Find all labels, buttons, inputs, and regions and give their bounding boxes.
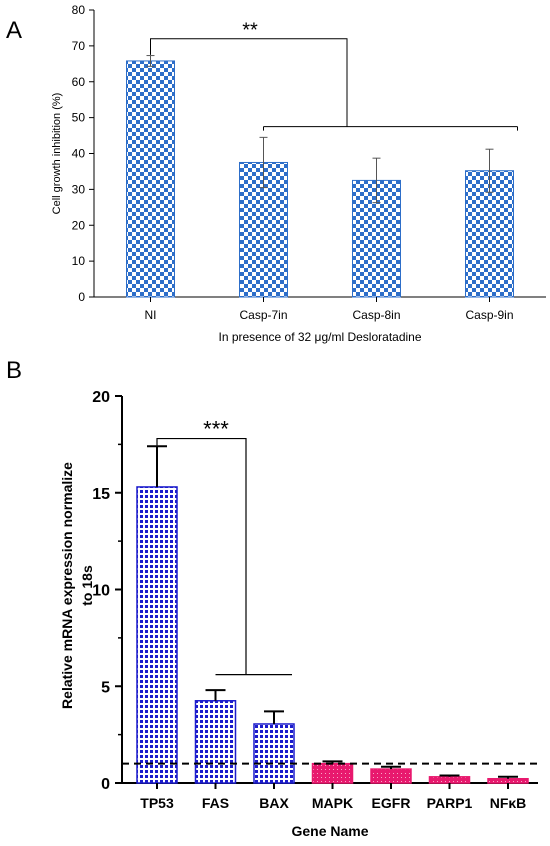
x-axis-label: In presence of 32 μg/ml Desloratadine [218, 330, 421, 344]
bar-egfr [370, 768, 412, 784]
y-axis-label: Cell growth inhibition (%) [51, 93, 63, 215]
y-tick-label: 70 [72, 39, 86, 53]
bar-ni [126, 60, 175, 298]
bar-bax [253, 723, 295, 784]
bar-parp1 [428, 776, 471, 784]
y-tick-label: 50 [72, 111, 86, 125]
y-tick-label: 60 [72, 75, 86, 89]
x-tick-label: NFκB [490, 795, 527, 811]
y-tick-label: 15 [92, 486, 110, 503]
y-tick-label: 10 [92, 583, 110, 600]
bar-mapk [311, 762, 354, 784]
y-tick-label: 20 [72, 218, 86, 232]
x-tick-label: MAPK [312, 795, 353, 811]
y-axis-label: Relative mRNA expression normalize to 18s [59, 462, 95, 709]
significance-bracket [150, 38, 348, 127]
x-axis-label: Gene Name [291, 823, 368, 839]
significance-label: *** [203, 417, 229, 442]
x-tick-label: NI [145, 308, 157, 322]
bar-fas [194, 700, 237, 784]
y-axis-label-line-2: to 18s [79, 565, 95, 606]
x-tick-label: Casp-8in [352, 308, 400, 322]
panel-a-chart: 0 10 20 30 40 50 60 70 80 NI Casp-7in Casp-8in Casp-… [51, 3, 546, 344]
x-tick-label: TP53 [140, 795, 174, 811]
y-tick-label: 10 [72, 254, 86, 268]
x-tick-label: Casp-7in [239, 308, 287, 322]
bar-nfκb [487, 777, 529, 784]
y-tick-label: 0 [78, 290, 85, 304]
y-axis-label-line-1: Relative mRNA expression normalize [59, 462, 75, 709]
y-tick-label: 5 [101, 679, 110, 696]
x-tick-label: FAS [202, 795, 229, 811]
x-tick-label: PARP1 [427, 795, 473, 811]
x-tick-label: EGFR [372, 795, 411, 811]
x-tick-label: BAX [259, 795, 289, 811]
significance-bracket [156, 437, 247, 675]
y-tick-label: 30 [72, 182, 86, 196]
panel-b-chart: 0 5 10 15 20 TP53 FAS BAX MAPK EGFR PARP1 NFκB *** Ge… [59, 389, 538, 839]
y-tick-label: 20 [92, 389, 110, 406]
panel-b-label: B [6, 357, 22, 384]
y-tick-label: 40 [72, 147, 86, 161]
y-tick-label: 80 [72, 3, 86, 17]
bar-tp53 [136, 486, 178, 784]
x-tick-label: Casp-9in [465, 308, 513, 322]
significance-label: ** [242, 20, 258, 42]
panel-a-label: A [6, 17, 22, 44]
y-tick-label: 0 [101, 776, 110, 793]
